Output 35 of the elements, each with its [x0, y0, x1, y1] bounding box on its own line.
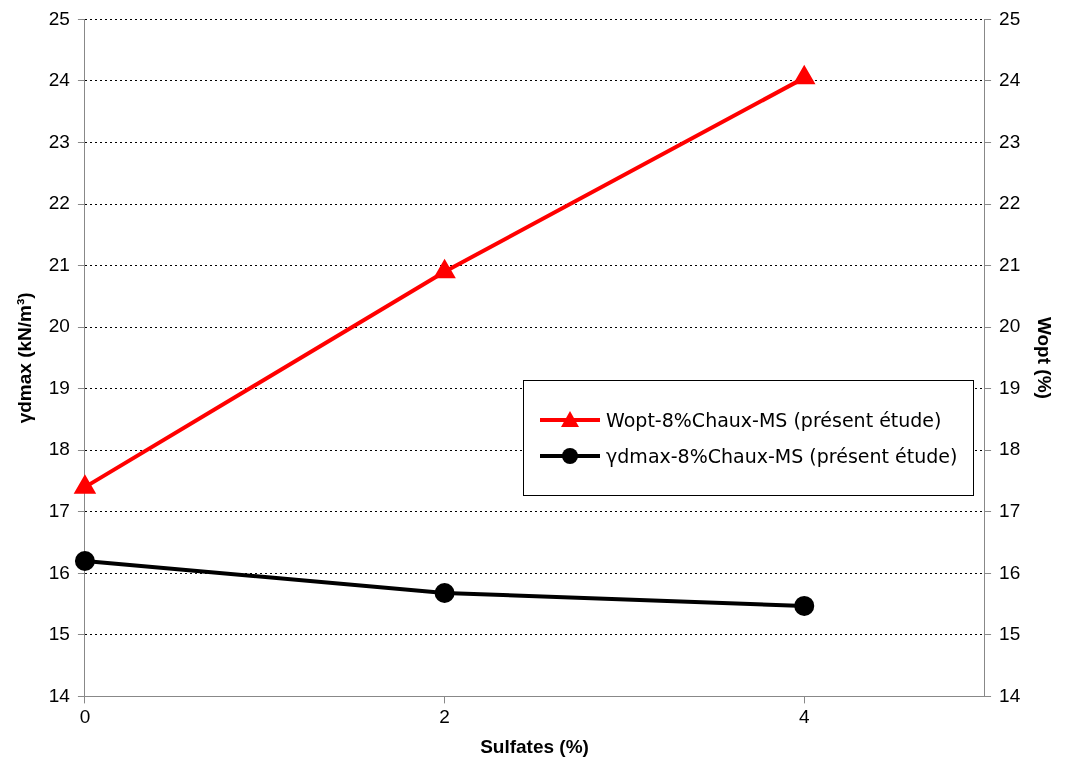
point [75, 476, 95, 494]
y2-tick-label: 19 [999, 376, 1021, 398]
y-tick-label: 24 [48, 69, 71, 91]
y2-tick-label: 18 [999, 438, 1021, 460]
y-tick-label: 20 [48, 315, 70, 337]
y-tick-label: 17 [48, 500, 70, 521]
legend-label: γdmax-8%Chaux-MS (présent étude) [606, 444, 958, 467]
y-tick-label: 22 [48, 192, 70, 214]
y-tick-label: 14 [48, 684, 71, 706]
y2-tick-label: 15 [999, 623, 1021, 645]
y-tick-label: 16 [48, 561, 70, 583]
point [434, 258, 456, 279]
y2-tick-label: 17 [999, 500, 1021, 521]
point [794, 64, 816, 85]
y-tick-label: 19 [48, 376, 70, 398]
y2-tick-label: 22 [999, 192, 1021, 214]
y2-tick-label: 16 [999, 561, 1021, 583]
x-tick-label: 2 [439, 706, 450, 728]
x-axis-title: Sulfates (%) [480, 735, 589, 757]
y2-tick-label: 21 [999, 253, 1021, 275]
y2-tick-label: 24 [999, 69, 1021, 91]
y-axis-title: γdmax (kN/m³) [13, 292, 35, 424]
y2-axis-title: Wopt (%) [1034, 316, 1056, 399]
y2-tick-label: 25 [999, 7, 1021, 29]
y-tick-label: 21 [48, 253, 70, 275]
x-tick-label: 4 [798, 706, 810, 728]
y-tick-label: 23 [48, 130, 70, 152]
x-tick-label: 0 [79, 706, 91, 728]
y-tick-label: 15 [48, 623, 70, 645]
legend-label: Wopt-8%Chaux-MS (présent étude) [606, 408, 942, 431]
y2-tick-label: 14 [999, 684, 1021, 706]
y-tick-label: 18 [48, 438, 70, 460]
y-tick-label: 25 [48, 7, 70, 29]
y2-tick-label: 20 [999, 315, 1021, 337]
y2-tick-label: 23 [999, 130, 1021, 152]
